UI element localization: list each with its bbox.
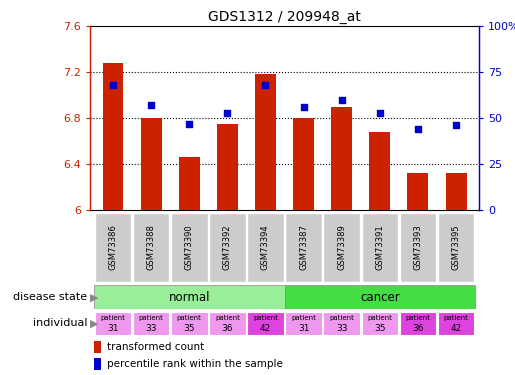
Bar (247, 213, 284, 282)
Text: GSM73388: GSM73388 (147, 225, 156, 270)
Bar (102, 63, 124, 210)
Text: 36: 36 (221, 324, 233, 333)
Text: GSM73395: GSM73395 (452, 225, 460, 270)
Bar (171, 312, 208, 335)
Bar (179, 157, 200, 210)
Bar (285, 213, 322, 282)
Text: 35: 35 (183, 324, 195, 333)
Bar (362, 213, 398, 282)
Bar (285, 312, 322, 335)
Bar (400, 312, 436, 335)
Bar (331, 106, 352, 210)
Bar (445, 173, 467, 210)
Text: 31: 31 (298, 324, 310, 333)
Bar (438, 312, 474, 335)
Bar (323, 213, 360, 282)
Text: individual: individual (33, 318, 88, 328)
Bar (209, 213, 246, 282)
Text: ▶: ▶ (90, 292, 98, 302)
Text: patient: patient (215, 315, 240, 321)
Text: percentile rank within the sample: percentile rank within the sample (107, 359, 283, 369)
Bar (94, 358, 101, 370)
Text: transformed count: transformed count (107, 342, 204, 352)
Text: normal: normal (168, 291, 210, 304)
Bar (209, 312, 246, 335)
Point (185, 121, 193, 127)
Point (300, 104, 308, 110)
Text: cancer: cancer (360, 291, 400, 304)
Point (147, 102, 155, 108)
Text: 31: 31 (107, 324, 119, 333)
Text: 35: 35 (374, 324, 386, 333)
Bar (95, 312, 131, 335)
Text: 42: 42 (260, 324, 271, 333)
Title: GDS1312 / 209948_at: GDS1312 / 209948_at (208, 10, 361, 24)
Text: patient: patient (100, 315, 126, 321)
Bar (94, 341, 101, 352)
Bar (369, 132, 390, 210)
Bar (362, 312, 398, 335)
Text: 42: 42 (451, 324, 462, 333)
Point (338, 97, 346, 103)
Bar (284, 285, 475, 309)
Bar (400, 213, 436, 282)
Point (223, 110, 231, 116)
Bar (293, 118, 314, 210)
Text: GSM73392: GSM73392 (223, 225, 232, 270)
Point (452, 123, 460, 129)
Text: patient: patient (367, 315, 392, 321)
Text: 33: 33 (145, 324, 157, 333)
Bar (323, 312, 360, 335)
Point (414, 126, 422, 132)
Text: GSM73393: GSM73393 (414, 225, 422, 270)
Text: patient: patient (139, 315, 164, 321)
Bar (438, 213, 474, 282)
Text: GSM73391: GSM73391 (375, 225, 384, 270)
Text: patient: patient (329, 315, 354, 321)
Bar (141, 118, 162, 210)
Text: GSM73390: GSM73390 (185, 225, 194, 270)
Text: 36: 36 (412, 324, 424, 333)
Text: GSM73394: GSM73394 (261, 225, 270, 270)
Text: patient: patient (291, 315, 316, 321)
Text: ▶: ▶ (90, 318, 98, 328)
Point (261, 82, 269, 88)
Text: patient: patient (177, 315, 202, 321)
Point (109, 82, 117, 88)
Text: GSM73387: GSM73387 (299, 225, 308, 270)
Bar (94, 285, 284, 309)
Text: patient: patient (253, 315, 278, 321)
Bar (247, 312, 284, 335)
Text: patient: patient (405, 315, 431, 321)
Bar (133, 213, 169, 282)
Text: GSM73386: GSM73386 (109, 225, 117, 270)
Bar (255, 75, 276, 210)
Text: disease state: disease state (13, 292, 88, 302)
Text: GSM73389: GSM73389 (337, 225, 346, 270)
Point (376, 110, 384, 116)
Text: patient: patient (443, 315, 469, 321)
Bar (133, 312, 169, 335)
Bar (407, 173, 428, 210)
Bar (217, 124, 238, 210)
Bar (171, 213, 208, 282)
Bar (95, 213, 131, 282)
Text: 33: 33 (336, 324, 348, 333)
